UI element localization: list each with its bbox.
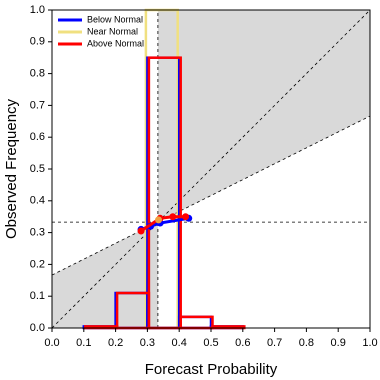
x-tick-label: 0.9 [331,337,346,349]
reliability-point [137,227,145,235]
x-tick-label: 0.2 [108,337,123,349]
x-tick-label: 1.0 [362,337,377,349]
y-tick-label: 0.7 [30,99,45,111]
legend-label: Near Normal [87,26,138,36]
x-tick-label: 0.6 [235,337,250,349]
y-tick-label: 0.5 [30,163,45,175]
no-skill-line [51,115,371,276]
perfect-reliability-line [51,9,371,329]
legend-label: Above Normal [87,38,144,48]
x-tick-label: 0.7 [267,337,282,349]
reliability-point [155,216,163,224]
y-axis-title: Observed Frequency [3,98,20,239]
x-tick-label: 0.4 [172,337,187,349]
y-tick-label: 1.0 [30,4,45,16]
frequency-bar [179,315,214,330]
y-tick-label: 0.1 [30,290,45,302]
reliability-point [169,213,177,221]
x-axis-title: Forecast Probability [145,361,278,378]
y-tick-label: 0.2 [30,258,45,270]
x-tick-label: 0.1 [76,337,91,349]
frequency-bar [177,315,213,330]
x-tick-label: 0.0 [44,337,59,349]
x-tick-label: 0.5 [203,337,218,349]
y-tick-label: 0.0 [30,322,45,334]
legend-label: Below Normal [87,14,143,24]
x-tick-label: 0.3 [140,337,155,349]
y-tick-label: 0.4 [30,195,45,207]
y-tick-label: 0.9 [30,36,45,48]
reliability-point [182,213,190,221]
x-tick-label: 0.8 [299,337,314,349]
reliability-curve [140,215,186,233]
y-tick-label: 0.6 [30,131,45,143]
y-tick-label: 0.3 [30,227,45,239]
y-tick-label: 0.8 [30,68,45,80]
